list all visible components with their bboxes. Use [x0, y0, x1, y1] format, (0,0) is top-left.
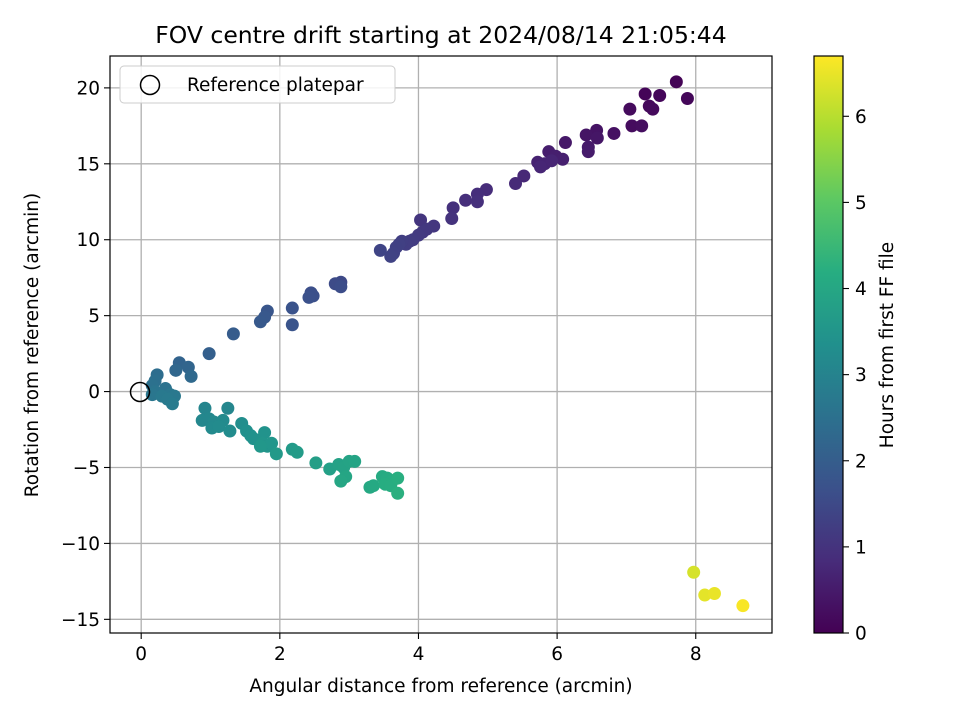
data-point: [736, 599, 750, 613]
data-point: [391, 486, 405, 500]
data-point: [590, 131, 604, 145]
axes-frame: [109, 55, 773, 634]
x-axis-ticks: 0 2 4 6 8: [135, 633, 702, 665]
y-tick-label: 20: [76, 78, 100, 99]
data-point: [533, 160, 547, 174]
y-tick-label: 5: [88, 306, 100, 327]
data-point: [558, 136, 572, 150]
grid: [110, 56, 772, 633]
colorbar-tick-label: 4: [855, 279, 867, 300]
data-point: [470, 195, 484, 209]
y-tick-label: 0: [88, 382, 100, 403]
data-point: [285, 318, 299, 332]
legend: Reference platepar: [119, 65, 396, 104]
y-axis-label: Rotation from reference (arcmin): [22, 193, 43, 497]
data-point: [223, 424, 237, 438]
data-point: [265, 436, 279, 450]
data-point: [579, 128, 593, 142]
colorbar-tick-label: 6: [855, 107, 867, 128]
data-point: [391, 471, 405, 485]
data-point: [625, 119, 639, 133]
data-point: [226, 327, 240, 341]
legend-marker: [139, 74, 161, 96]
data-point: [269, 447, 283, 461]
legend-label: Reference platepar: [187, 75, 364, 96]
data-point: [290, 445, 304, 459]
x-tick-label: 2: [274, 644, 286, 665]
data-point: [646, 102, 660, 116]
x-tick-label: 6: [551, 644, 563, 665]
data-point: [669, 75, 683, 89]
data-point: [414, 213, 428, 227]
x-tick-label: 0: [135, 644, 147, 665]
data-point: [212, 419, 226, 433]
data-point: [165, 397, 179, 411]
y-tick-label: −15: [61, 610, 100, 631]
data-point: [169, 363, 183, 377]
y-tick-label: 10: [76, 230, 100, 251]
chart-title: FOV centre drift starting at 2024/08/14 …: [155, 21, 726, 49]
data-point: [556, 152, 570, 166]
colorbar-tick-label: 5: [855, 193, 867, 214]
data-point: [184, 369, 198, 383]
data-point: [445, 211, 459, 225]
colorbar-gradient: [814, 56, 843, 633]
x-axis-label: Angular distance from reference (arcmin): [249, 676, 632, 697]
data-point: [680, 92, 694, 106]
data-point: [309, 456, 323, 470]
colorbar-tick-label: 2: [855, 451, 867, 472]
data-point: [253, 439, 267, 453]
data-point: [221, 401, 235, 415]
reference-marker: [129, 381, 151, 403]
data-point: [348, 454, 362, 468]
x-tick-label: 8: [690, 644, 702, 665]
plot-area: 0 2 4 6 8 −15 −10 −5 0 5 10 15 20: [61, 55, 773, 665]
data-point: [635, 119, 649, 133]
data-point: [653, 88, 667, 102]
data-point: [707, 587, 721, 601]
data-point: [258, 426, 272, 440]
data-point: [638, 87, 652, 101]
data-point: [202, 347, 216, 361]
data-point: [623, 102, 637, 116]
colorbar: 0 1 2 3 4 5 6 Hours from first FF file: [813, 55, 898, 645]
data-point: [253, 315, 267, 329]
scatter-points: [145, 75, 750, 613]
data-point: [334, 280, 348, 294]
data-point: [581, 145, 595, 159]
data-point: [517, 169, 531, 183]
data-point: [373, 243, 387, 257]
colorbar-tick-label: 0: [855, 624, 867, 645]
colorbar-ticks: 0 1 2 3 4 5 6: [843, 107, 867, 645]
data-point: [285, 301, 299, 315]
data-point: [384, 249, 398, 263]
y-axis-ticks: −15 −10 −5 0 5 10 15 20: [61, 78, 110, 631]
data-point: [698, 588, 712, 602]
data-point: [607, 126, 621, 140]
y-tick-label: −5: [73, 458, 100, 479]
data-point: [687, 565, 701, 579]
colorbar-label: Hours from first FF file: [877, 242, 898, 448]
data-point: [366, 479, 380, 493]
colorbar-tick-label: 1: [855, 537, 867, 558]
legend-box: [119, 65, 396, 104]
data-point: [334, 474, 348, 488]
colorbar-tick-label: 3: [855, 365, 867, 386]
colorbar-frame: [813, 55, 844, 634]
data-point: [545, 154, 559, 168]
data-point: [198, 401, 212, 415]
data-point: [509, 177, 523, 191]
data-point: [302, 290, 316, 304]
x-tick-label: 4: [413, 644, 425, 665]
y-tick-label: −10: [61, 534, 100, 555]
y-tick-label: 15: [76, 154, 100, 175]
data-point: [459, 193, 473, 207]
data-point: [446, 201, 460, 215]
